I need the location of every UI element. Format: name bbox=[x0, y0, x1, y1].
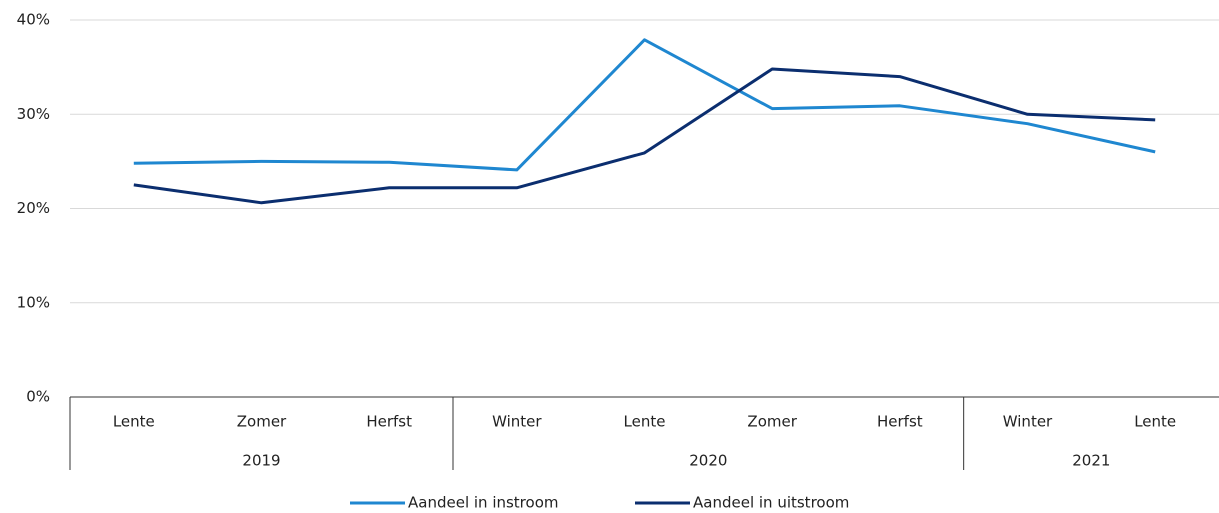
y-tick-label: 10% bbox=[17, 293, 50, 311]
x-tick-label: Lente bbox=[1134, 413, 1176, 431]
x-tick-label: Winter bbox=[1003, 413, 1053, 431]
y-tick-label: 40% bbox=[17, 11, 50, 29]
x-tick-label: Zomer bbox=[237, 413, 287, 431]
x-group-label: 2019 bbox=[242, 452, 280, 470]
legend-label: Aandeel in instroom bbox=[408, 494, 559, 512]
y-tick-label: 0% bbox=[26, 388, 50, 406]
x-group-label: 2021 bbox=[1072, 452, 1110, 470]
x-tick-label: Lente bbox=[113, 413, 155, 431]
y-tick-label: 20% bbox=[17, 199, 50, 217]
x-tick-label: Zomer bbox=[747, 413, 797, 431]
series-line bbox=[133, 67, 1156, 205]
x-tick-label: Lente bbox=[624, 413, 666, 431]
y-tick-label: 30% bbox=[17, 105, 50, 123]
x-tick-label: Herfst bbox=[366, 413, 412, 431]
x-tick-label: Winter bbox=[492, 413, 542, 431]
x-tick-label: Herfst bbox=[877, 413, 923, 431]
legend-label: Aandeel in uitstroom bbox=[693, 494, 849, 512]
x-group-label: 2020 bbox=[689, 452, 727, 470]
series-line bbox=[133, 38, 1156, 172]
